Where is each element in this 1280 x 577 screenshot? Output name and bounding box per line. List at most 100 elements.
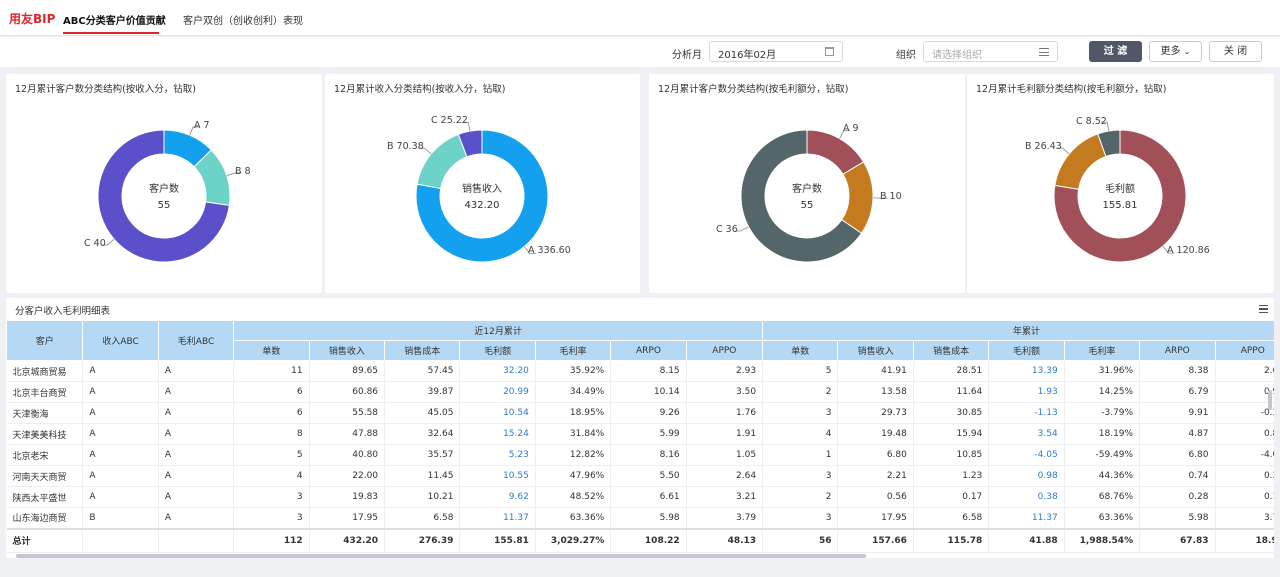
table-cell[interactable]: 0.38 bbox=[988, 486, 1065, 508]
table-cell: 8.15 bbox=[610, 360, 687, 382]
table-row[interactable]: 河南天天商贸 A A 4 22.00 11.45 10.55 47.96% 5.50 2.64 3 2… bbox=[6, 465, 1274, 487]
table-cell: A bbox=[82, 444, 159, 466]
tab-abc-customer-value[interactable]: ABC分类客户价值贡献 bbox=[63, 16, 166, 27]
table-cell: 3 bbox=[762, 465, 839, 487]
table-cell[interactable]: 9.62 bbox=[459, 486, 536, 508]
table-cell: A bbox=[158, 381, 235, 403]
header-sub[interactable]: 销售成本 bbox=[384, 340, 461, 361]
table-cell[interactable]: 11.37 bbox=[988, 507, 1065, 529]
table-cell: 0.74 bbox=[1139, 465, 1216, 487]
header-sub[interactable]: 毛利率 bbox=[534, 340, 612, 361]
donut-chart[interactable] bbox=[325, 74, 640, 293]
table-row[interactable]: 北京城商贸易 A A 11 89.65 57.45 32.20 35.92% 8.15 2.93 5… bbox=[6, 360, 1274, 382]
table-cell: 1.05 bbox=[686, 444, 764, 466]
donut-slice-a[interactable] bbox=[415, 129, 549, 263]
header-group-ytd: 年累计 bbox=[762, 320, 1274, 341]
table-cell[interactable]: 5.23 bbox=[459, 444, 536, 466]
table-cell: 28.51 bbox=[913, 360, 990, 382]
header-sub[interactable]: 销售成本 bbox=[912, 340, 990, 361]
header-sub[interactable]: 单数 bbox=[762, 340, 839, 361]
header-sub[interactable]: ARPO bbox=[1139, 340, 1216, 361]
close-button[interactable]: 关 闭 bbox=[1209, 41, 1262, 62]
header-revenue-abc[interactable]: 收入ABC bbox=[82, 320, 159, 361]
header-customer[interactable]: 客户 bbox=[6, 320, 84, 361]
header-sub[interactable]: ARPO bbox=[610, 340, 687, 361]
table-row[interactable]: 山东海边商贸 B A 3 17.95 6.58 11.37 63.36% 5.98 3.79 3 17… bbox=[6, 507, 1274, 529]
donut-slice-c[interactable] bbox=[457, 129, 483, 158]
table-cell: 2 bbox=[762, 486, 839, 508]
leader-line bbox=[1162, 246, 1175, 254]
table-row[interactable]: 天津衡海 A A 6 55.58 45.05 10.54 18.95% 9.26 1.76 3 29.… bbox=[6, 402, 1274, 424]
more-button[interactable]: 更多 ⌄ bbox=[1149, 41, 1202, 62]
menu-icon[interactable] bbox=[1259, 305, 1268, 313]
header-sub[interactable]: 毛利率 bbox=[1063, 340, 1141, 361]
table-cell: 89.65 bbox=[309, 360, 386, 382]
detail-table-card: 分客户收入毛利明细表 客户 收入ABC 毛利ABC 近12月累计 年累计 单数销… bbox=[6, 298, 1274, 558]
vertical-scrollbar[interactable] bbox=[1268, 390, 1272, 410]
header-sub[interactable]: 毛利额 bbox=[459, 340, 536, 361]
chart-card-1: 12月累计客户数分类结构(按收入分，钻取) 客户数 55 A 7 B 8 C 4… bbox=[6, 74, 322, 293]
table-cell[interactable]: 3.54 bbox=[988, 423, 1065, 445]
donut-center: 客户数 55 bbox=[747, 180, 867, 211]
customer-cell: 陕西太平盛世 bbox=[6, 486, 84, 508]
header-sub[interactable]: 毛利额 bbox=[988, 340, 1065, 361]
header-sub[interactable]: 销售收入 bbox=[837, 340, 914, 361]
month-picker[interactable]: 2016年02月 bbox=[709, 41, 843, 62]
header-group-12m: 近12月累计 bbox=[233, 320, 764, 341]
tab-customer-dual-creation[interactable]: 客户双创（创收创利）表现 bbox=[183, 16, 303, 27]
table-cell: 0.33 bbox=[1215, 465, 1274, 487]
header-sub[interactable]: APPO bbox=[685, 340, 764, 361]
table-cell[interactable]: 20.99 bbox=[459, 381, 536, 403]
table-cell: 0.56 bbox=[837, 486, 914, 508]
donut-slice-c[interactable] bbox=[740, 129, 863, 263]
donut-slice-a[interactable] bbox=[1053, 129, 1187, 263]
table-cell: 18.91 bbox=[1215, 527, 1274, 553]
app-logo[interactable]: 用友BIP bbox=[9, 12, 56, 26]
table-cell[interactable]: 32.20 bbox=[459, 360, 536, 382]
header-profit-abc[interactable]: 毛利ABC bbox=[157, 320, 235, 361]
header-sub[interactable]: APPO bbox=[1214, 340, 1274, 361]
table-cell[interactable]: 13.39 bbox=[988, 360, 1065, 382]
table-cell[interactable]: 10.54 bbox=[459, 402, 536, 424]
donut-chart[interactable] bbox=[649, 74, 965, 293]
horizontal-scrollbar[interactable] bbox=[16, 554, 866, 558]
donut-chart[interactable] bbox=[6, 74, 322, 293]
donut-chart[interactable] bbox=[967, 74, 1274, 293]
slice-label-a: A 120.86 bbox=[1167, 245, 1210, 256]
table-total-row[interactable]: 总计 112 432.20 276.39 155.81 3,029.27% 108.22 48… bbox=[6, 527, 1274, 553]
table-cell: 11.45 bbox=[384, 465, 461, 487]
table-cell: 0.89 bbox=[1215, 423, 1274, 445]
donut-slice-c[interactable] bbox=[97, 129, 230, 263]
table-cell: 18.19% bbox=[1064, 423, 1141, 445]
table-row[interactable]: 天津美美科技 A A 8 47.88 32.64 15.24 31.84% 5.99 1.91 4 1… bbox=[6, 423, 1274, 445]
table-cell: 18.95% bbox=[535, 402, 612, 424]
chart-card-2: 12月累计收入分类结构(按收入分，钻取) 销售收入 432.20 C 25.22… bbox=[325, 74, 640, 293]
table-cell[interactable]: -1.13 bbox=[988, 402, 1065, 424]
table-cell[interactable]: -4.05 bbox=[988, 444, 1065, 466]
table-cell[interactable]: 11.37 bbox=[459, 507, 536, 529]
table-cell[interactable]: 15.24 bbox=[459, 423, 536, 445]
table-cell: 276.39 bbox=[384, 527, 461, 553]
table-cell: 3.79 bbox=[686, 507, 764, 529]
table-cell: 3.50 bbox=[686, 381, 764, 403]
table-cell: 8.38 bbox=[1139, 360, 1216, 382]
table-cell[interactable]: 1.93 bbox=[988, 381, 1065, 403]
donut-slice-c[interactable] bbox=[1097, 129, 1121, 158]
filter-button[interactable]: 过 滤 bbox=[1089, 41, 1142, 62]
table-cell[interactable]: 0.98 bbox=[988, 465, 1065, 487]
table-cell: 4 bbox=[762, 423, 839, 445]
table-row[interactable]: 北京丰台商贸 A A 6 60.86 39.87 20.99 34.49% 10.14 3.50 2… bbox=[6, 381, 1274, 403]
org-select[interactable]: 请选择组织 bbox=[923, 41, 1058, 62]
table-cell[interactable]: 10.55 bbox=[459, 465, 536, 487]
table-cell: -3.79% bbox=[1064, 402, 1141, 424]
header-sub[interactable]: 单数 bbox=[233, 340, 310, 361]
table-cell: 3,029.27% bbox=[535, 527, 612, 553]
header-sub[interactable]: 销售收入 bbox=[308, 340, 386, 361]
slice-label-a: A 9 bbox=[843, 123, 859, 134]
table-cell: 1,988.54% bbox=[1064, 527, 1141, 553]
table-cell: 57.45 bbox=[384, 360, 461, 382]
table-row[interactable]: 陕西太平盛世 A A 3 19.83 10.21 9.62 48.52% 6.61 3.21 2 0.… bbox=[6, 486, 1274, 508]
table-row[interactable]: 北京老宋 A A 5 40.80 35.57 5.23 12.82% 8.16 1.05 1 6.80… bbox=[6, 444, 1274, 466]
leader-line bbox=[523, 246, 537, 255]
table-scroll-area[interactable]: 客户 收入ABC 毛利ABC 近12月累计 年累计 单数 销售收入 销售成本 毛利额毛… bbox=[6, 320, 1274, 558]
